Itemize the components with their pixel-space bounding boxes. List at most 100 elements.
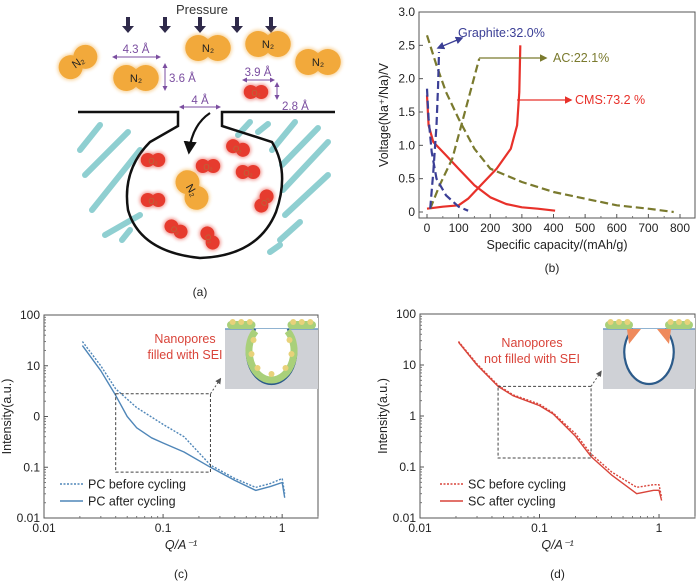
- atom: [259, 189, 274, 204]
- y-tick-label: 100: [20, 308, 40, 322]
- x-axis-label: Q/A⁻¹: [165, 538, 197, 552]
- pore-inset-illustration: [603, 318, 695, 389]
- dim-label-2.8: 2.8 Å: [282, 100, 309, 113]
- y-axis-label: Intensity(a.u.): [0, 379, 14, 455]
- entry-arrow-icon: [183, 112, 211, 155]
- inset-sei-particle: [288, 351, 295, 357]
- y-axis-label: Intensity(a.u.): [376, 378, 390, 454]
- series-annotation-label: CMS:73.2 %: [575, 93, 645, 107]
- dim-label-4: 4 Å: [191, 94, 209, 107]
- molecule-label: N₂: [183, 182, 200, 199]
- inset-annotation-text: not filled with SEI: [484, 352, 580, 366]
- x-tick-label: 1: [656, 521, 663, 535]
- atom: [295, 49, 322, 75]
- atom: [245, 31, 272, 57]
- chart-c: 0.01 0.1 11001000.10.01Q/A⁻¹Intensity(a.u.…: [0, 308, 319, 581]
- atom: [151, 153, 166, 167]
- legend-label: SC before cycling: [468, 478, 566, 492]
- y-tick-label: 2.5: [398, 38, 415, 52]
- inset-sei-layer: [245, 328, 298, 384]
- carbon-hatch-stroke: [77, 122, 103, 153]
- y-tick-label: 10: [403, 358, 417, 372]
- molecule-label: N₂: [130, 73, 142, 85]
- x-tick-label: 0.1: [155, 521, 172, 535]
- atom: [151, 193, 166, 207]
- atom: [235, 165, 250, 179]
- atom: [184, 185, 209, 210]
- carbon-hatch-stroke: [280, 139, 331, 193]
- series-line-graphite-32-0-: [425, 88, 469, 212]
- atom: [243, 85, 258, 99]
- x-tick-label: 700: [638, 221, 658, 235]
- atom: [140, 193, 155, 207]
- atom: [314, 49, 341, 75]
- atom: [73, 44, 98, 69]
- x-tick-label: 300: [512, 221, 532, 235]
- y-tick-label: 1.0: [398, 138, 415, 152]
- atom: [235, 142, 250, 157]
- panel-label: (c): [174, 567, 188, 581]
- carbon-surface-and-pore-outline: [78, 110, 335, 260]
- zoom-region-box: [115, 393, 211, 473]
- y-tick-label: 1: [409, 409, 416, 423]
- carbon-hatch-stroke: [255, 121, 271, 135]
- o2-molecule: O₂: [234, 163, 262, 181]
- carbon-hatch-stroke: [89, 147, 143, 213]
- dim-label-3.6: 3.6 Å: [169, 72, 196, 85]
- y-tick-label: 0: [408, 205, 415, 219]
- molecule-label: O₂: [243, 169, 252, 178]
- inset-annotation-text: Nanopores: [154, 332, 215, 346]
- series-annotation-label: Graphite:32.0%: [458, 26, 545, 40]
- inset-sei-particle: [268, 371, 275, 377]
- molecule-label: O₂: [202, 232, 214, 245]
- y-tick-label: 100: [396, 307, 416, 321]
- o2-molecule: O₂: [242, 83, 270, 101]
- x-tick-label: 0.01: [408, 521, 432, 535]
- atom: [132, 65, 159, 91]
- o2-molecule: O₂: [198, 224, 222, 252]
- zoom-pointer-arrow: [590, 370, 602, 387]
- y-axis-label: Voltage(Na⁺/Na)/V: [377, 62, 391, 167]
- inset-annotation-text: filled with SEI: [147, 348, 222, 362]
- x-tick-label: 200: [480, 221, 500, 235]
- o2-molecule: O₂: [194, 157, 222, 175]
- inset-sei-particle: [616, 319, 622, 325]
- o2-molecule: O₂: [139, 151, 167, 169]
- pressure-label: Pressure: [176, 2, 228, 17]
- o2-molecule: O₂: [162, 217, 190, 241]
- y-tick-label: 0.01: [17, 511, 41, 525]
- series-line-ac-22-1-: [425, 34, 674, 214]
- series-line-pc-before-cycling: [81, 341, 286, 494]
- inset-sei-particle: [684, 319, 691, 325]
- molecule-label: O₂: [259, 195, 271, 208]
- inset-sei-particle: [248, 351, 255, 357]
- inset-sei-particle: [307, 319, 314, 325]
- y-tick-label: 10: [27, 359, 41, 373]
- molecule-label: O₂: [169, 224, 182, 236]
- pore-inset-illustration: [225, 318, 318, 389]
- inset-top: [603, 318, 695, 329]
- o2-molecule: O₂: [139, 191, 167, 209]
- atom: [205, 235, 220, 250]
- y-tick-label: 0: [33, 410, 40, 424]
- atom: [185, 35, 212, 61]
- atom: [204, 35, 231, 61]
- inset-sei-particle: [298, 319, 305, 325]
- legend-label: PC before cycling: [88, 478, 186, 492]
- inset-sei-particle: [238, 319, 245, 325]
- atom: [254, 85, 269, 99]
- n2-molecule: N₂: [57, 43, 99, 81]
- carbon-hatch-stroke: [282, 172, 331, 218]
- chart-d: 0.01 0.1 1 100 10 1 0.1 0.01 Q/A⁻¹ Intensity(a.u.…: [376, 307, 696, 581]
- atom: [195, 159, 210, 173]
- y-tick-label: 3.0: [398, 5, 415, 19]
- inset-sei-particle: [229, 319, 236, 325]
- x-tick-label: 0.01: [32, 521, 56, 535]
- zoom-region-box: [497, 385, 592, 459]
- molecule-label: O₂: [148, 197, 157, 206]
- carbon-hatch-stroke: [82, 129, 131, 178]
- series-line-pc-after-cycling: [81, 345, 286, 498]
- n2-molecule: N₂: [243, 29, 293, 59]
- inset-sei-particle: [250, 337, 257, 343]
